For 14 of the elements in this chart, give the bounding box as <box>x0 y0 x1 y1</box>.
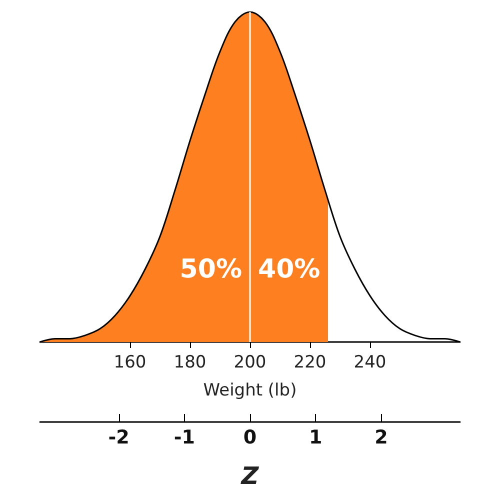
x2-tick-label: 1 <box>309 426 322 448</box>
x-axis-title: Weight (lb) <box>203 380 297 400</box>
x-tick-label: 220 <box>294 352 326 372</box>
x2-tick-label: -1 <box>174 426 195 448</box>
x-tick-label: 200 <box>234 352 266 372</box>
annotation: 40% <box>258 254 320 284</box>
x-tick-label: 180 <box>174 352 206 372</box>
x2-tick-label: -2 <box>108 426 130 448</box>
x-tick-label: 160 <box>114 352 146 372</box>
x2-tick-label: 2 <box>374 426 388 448</box>
x2-tick-label: 0 <box>243 426 257 448</box>
annotation: 50% <box>180 254 242 284</box>
x-tick-label: 240 <box>354 352 386 372</box>
x2-axis-title: Z <box>240 462 260 490</box>
